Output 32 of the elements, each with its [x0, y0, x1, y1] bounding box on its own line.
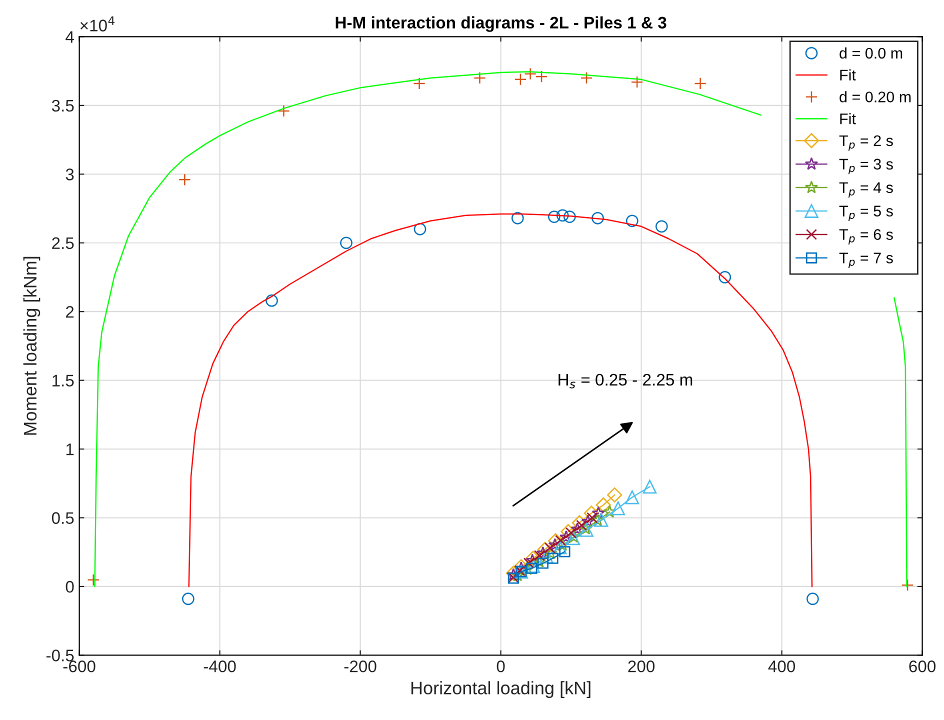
x-tick-label: 200 — [628, 660, 655, 672]
text: ×10$^{4}$ — [80, 16, 114, 32]
legend-label: d = 0.0 m — [840, 47, 902, 59]
y-tick-label: 3.5 — [52, 100, 74, 112]
y-tick-label: 4 — [66, 31, 74, 43]
chart-title: H-M interaction diagrams - 2L - Piles 1 & 3 — [336, 16, 666, 32]
y-axis-title: Moment loading [kNm] — [23, 256, 40, 435]
y-tick-label: 0 — [66, 580, 74, 593]
legend-label: T$_{p}$ = 7 s — [839, 252, 893, 268]
x-tick-label: -600 — [63, 660, 96, 672]
y-tick-label: 3 — [66, 168, 74, 180]
x-tick-label: -200 — [344, 660, 376, 672]
x-tick-label: 0 — [496, 660, 505, 672]
y-tick-label: 0.5 — [52, 512, 74, 524]
legend-label: d = 0.20 m — [840, 91, 911, 102]
legend-label: T$_{p}$ = 4 s — [839, 182, 893, 198]
legend-label: T$_{p}$ = 5 s — [839, 206, 893, 222]
x-axis-title: Horizontal loading [kN] — [411, 681, 590, 698]
legend-label: Fit — [840, 113, 856, 124]
annotation: H$_{s}$ = 0.25 - 2.25 m — [558, 374, 692, 388]
y-tick-label: 2 — [66, 306, 74, 318]
legend-label: T$_{p}$ = 2 s — [839, 135, 893, 151]
x-tick-label: 400 — [768, 660, 796, 672]
y-tick-label: 2.5 — [52, 237, 74, 250]
x-tick-label: 600 — [909, 660, 936, 672]
y-tick-label: 1 — [66, 444, 74, 456]
legend-label: T$_{p}$ = 6 s — [839, 229, 893, 244]
legend-label: T$_{p}$ = 3 s — [839, 158, 893, 174]
y-tick-label: 1.5 — [52, 374, 74, 387]
legend-label: Fit — [840, 69, 856, 80]
x-tick-label: -400 — [204, 660, 236, 672]
y-tick-label: -0.5 — [46, 650, 74, 662]
